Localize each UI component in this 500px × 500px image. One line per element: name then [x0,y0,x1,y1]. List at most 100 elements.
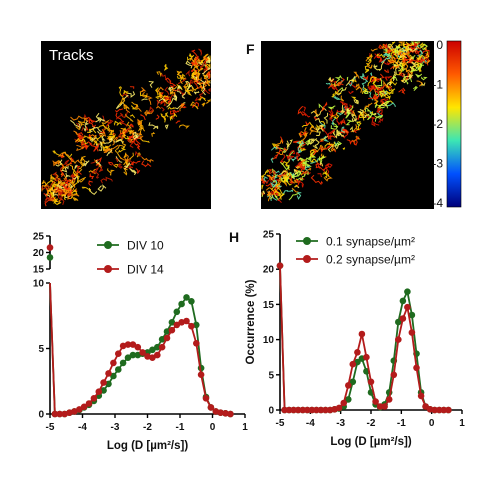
track [411,61,417,66]
track [100,176,113,184]
track [319,124,324,132]
x-tick-label: -3 [111,422,120,433]
track [315,163,323,170]
track [115,102,125,109]
track [165,77,172,84]
track [205,98,211,104]
data-point [445,406,452,414]
track [110,129,115,135]
track [107,168,115,176]
track [337,86,344,93]
track [190,49,199,59]
track [353,98,359,105]
track [129,160,141,166]
track [136,144,141,150]
track [160,113,167,123]
data-point [80,403,88,411]
track [383,80,388,87]
data-point [404,303,411,311]
track [201,82,206,96]
track [348,90,355,95]
track [275,145,283,156]
track [141,156,154,163]
track [282,189,294,195]
track [109,137,114,141]
track [60,195,65,205]
track [204,63,211,68]
data-point [115,366,122,373]
track [74,164,78,170]
track [80,135,87,146]
data-point [173,308,181,316]
track [97,184,107,192]
track [383,52,392,58]
track [119,121,128,127]
track [60,172,68,182]
track [161,73,170,83]
track [305,121,310,126]
track [421,82,426,87]
track [90,120,96,123]
track [385,101,390,109]
track [336,129,345,138]
x-tick-label: -5 [276,418,285,429]
track [332,96,342,100]
track [330,109,338,117]
track [265,187,277,193]
x-tick-label: 1 [242,422,248,433]
track [374,103,378,109]
track [288,175,294,184]
track [323,112,329,124]
track [91,170,100,179]
track [261,178,267,185]
track [298,177,305,184]
track [364,106,371,112]
y-tick-label: 20 [33,248,45,259]
track [328,141,336,146]
data-point [188,322,195,330]
track [327,144,340,153]
track [283,147,288,151]
track [325,163,330,175]
track [421,56,427,64]
track [279,161,290,171]
series-line-1 [279,265,449,411]
data-point [149,346,156,354]
track [336,118,345,126]
track [370,48,378,52]
track [369,72,373,77]
track [410,41,415,46]
track [113,120,122,126]
track [55,180,62,189]
y-tick-label: 25 [33,232,45,243]
track [372,94,379,99]
data-point [115,350,122,358]
track [301,111,311,118]
panel-letter: H [229,229,239,245]
track [301,170,309,175]
track [139,135,143,141]
track [129,86,135,89]
track [128,135,141,140]
track [421,53,430,59]
track [181,73,186,78]
track [52,171,60,182]
track [401,74,414,84]
data-point [129,341,137,348]
track [365,55,373,62]
data-point [367,378,375,386]
data-point [105,370,112,377]
data-point [129,351,137,359]
colorcoded-image-panel: F 0 -1 -2 -3 -4 [246,38,462,210]
data-point [395,318,402,326]
track [377,109,383,117]
data-point [188,298,195,305]
track [323,135,330,143]
data-point [134,343,142,351]
track [277,184,283,188]
track [275,150,284,156]
track [270,146,279,151]
track [298,139,303,146]
series-drop-1 [49,282,56,415]
track [99,129,107,137]
